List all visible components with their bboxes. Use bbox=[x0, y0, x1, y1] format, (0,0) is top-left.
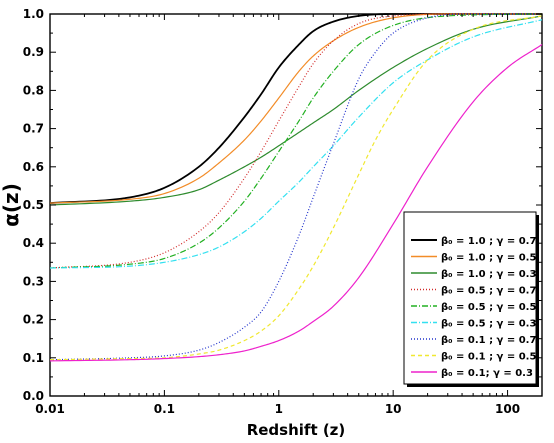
series-line-2 bbox=[49, 13, 542, 204]
y-tick-label: 0.6 bbox=[23, 160, 44, 174]
legend-label: β₀ = 0.5 ; γ = 0.5 bbox=[441, 302, 536, 313]
x-tick-label: 1 bbox=[275, 402, 283, 416]
y-tick-label: 0.3 bbox=[23, 274, 44, 288]
series-line-3 bbox=[49, 15, 543, 206]
legend-label: β₀ = 0.5 ; γ = 0.7 bbox=[441, 286, 536, 297]
series-line-5 bbox=[49, 13, 543, 269]
legend-label: β₀ = 0.1; γ = 0.3 bbox=[441, 368, 533, 379]
y-tick-label: 1.0 bbox=[23, 7, 44, 21]
x-tick-label: 100 bbox=[495, 402, 520, 416]
legend-label: β₀ = 0.1 ; γ = 0.7 bbox=[441, 335, 536, 346]
y-tick-label: 0.2 bbox=[23, 313, 44, 327]
y-tick-label: 0.1 bbox=[23, 351, 44, 365]
legend-label: β₀ = 0.5 ; γ = 0.3 bbox=[441, 319, 536, 330]
legend-label: β₀ = 1.0 ; γ = 0.3 bbox=[441, 269, 536, 280]
series-line-9 bbox=[49, 44, 543, 362]
y-tick-label: 0.0 bbox=[23, 389, 44, 403]
y-tick-label: 0.5 bbox=[23, 198, 44, 212]
y-axis-title: α(z) bbox=[0, 183, 23, 227]
y-tick-label: 0.8 bbox=[23, 83, 44, 97]
y-tick-label: 0.7 bbox=[23, 122, 44, 136]
legend: β₀ = 1.0 ; γ = 0.7 β₀ = 1.0 ; γ = 0.5 β₀ =… bbox=[403, 211, 539, 387]
x-tick-label: 10 bbox=[385, 402, 402, 416]
y-tick-label: 0.4 bbox=[23, 236, 44, 250]
x-axis-title: Redshift (z) bbox=[247, 421, 346, 439]
series-line-6 bbox=[49, 19, 543, 269]
x-tick-label: 0.1 bbox=[154, 402, 175, 416]
legend-label: β₀ = 1.0 ; γ = 0.7 bbox=[441, 236, 536, 247]
series-line-8 bbox=[49, 15, 543, 361]
legend-label: β₀ = 0.1 ; γ = 0.5 bbox=[441, 352, 536, 363]
x-tick-label: 0.01 bbox=[35, 402, 65, 416]
legend-label: β₀ = 1.0 ; γ = 0.5 bbox=[441, 253, 536, 264]
y-tick-label: 0.9 bbox=[23, 45, 44, 59]
